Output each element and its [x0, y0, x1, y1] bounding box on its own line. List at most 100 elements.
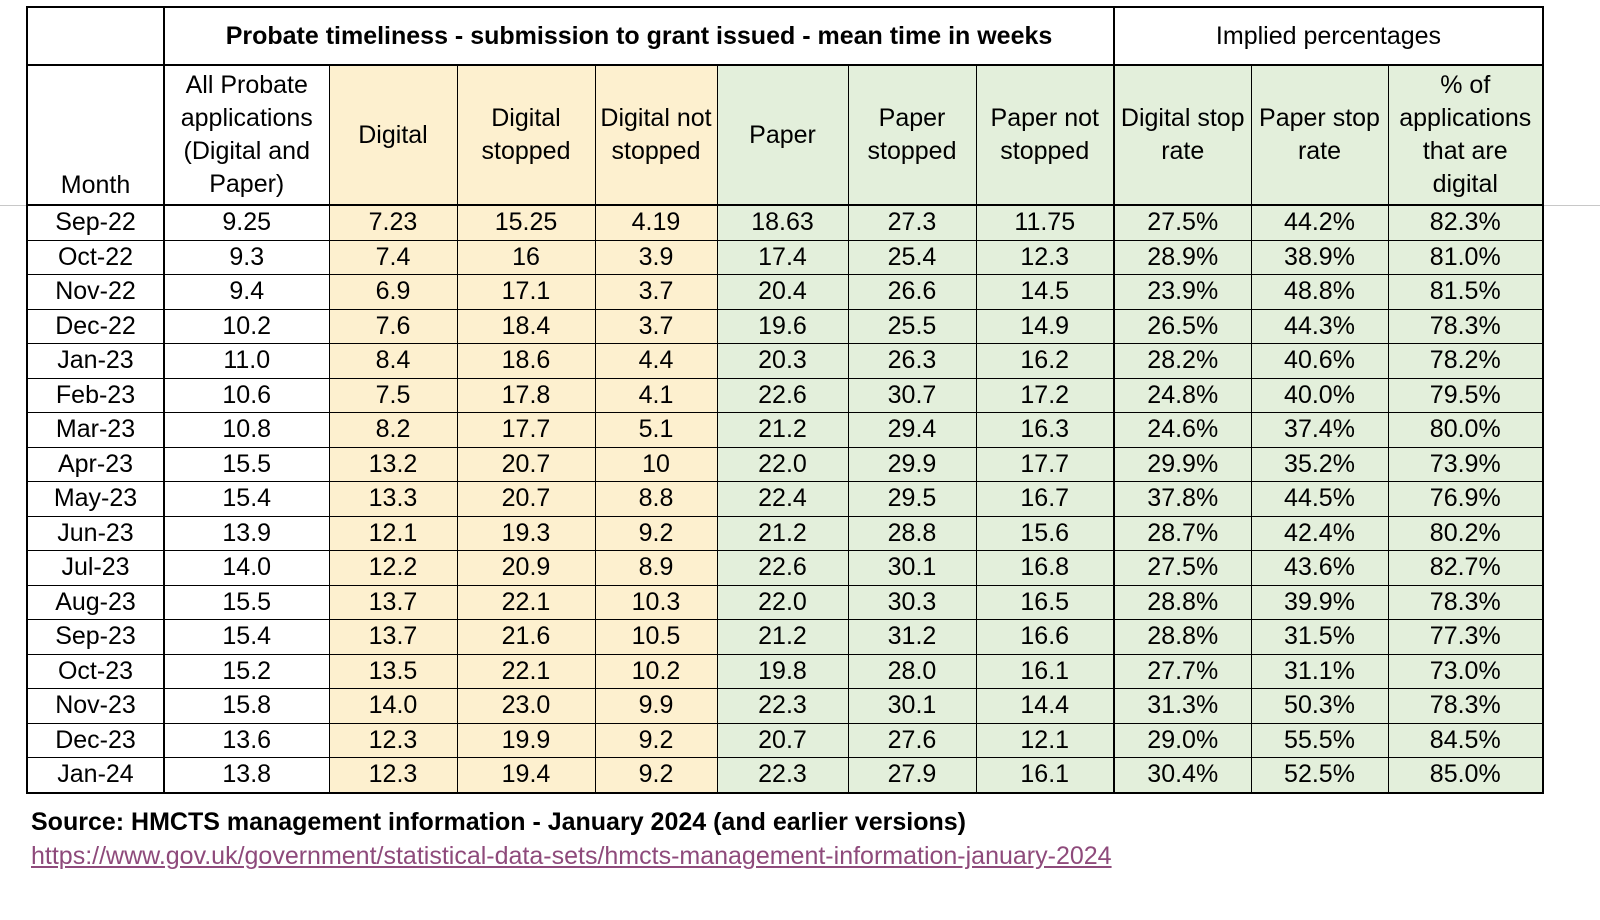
digital-stop-rate-cell: 23.9% [1113, 274, 1252, 310]
all-cell: 9.25 [163, 205, 330, 241]
digital-stopped-cell: 22.1 [456, 654, 596, 689]
digital-not-stopped-cell: 10.2 [594, 654, 718, 689]
pct-digital-cell: 73.0% [1387, 654, 1544, 689]
paper-not-stopped-cell: 16.2 [975, 343, 1115, 379]
header-all-applications: All Probate applications (Digital and Pa… [163, 65, 330, 206]
paper-stopped-cell: 27.9 [847, 757, 977, 794]
paper-not-stopped-cell: 14.9 [975, 309, 1115, 344]
paper-cell: 18.63 [716, 205, 849, 241]
paper-not-stopped-cell: 16.6 [975, 619, 1115, 655]
digital-stopped-cell: 15.25 [456, 205, 596, 241]
paper-stopped-cell: 29.5 [847, 481, 977, 517]
paper-stop-rate-cell: 37.4% [1250, 412, 1389, 448]
paper-cell: 22.0 [716, 585, 849, 620]
digital-not-stopped-cell: 3.7 [594, 309, 718, 344]
pct-digital-cell: 78.2% [1387, 343, 1544, 379]
paper-not-stopped-cell: 16.3 [975, 412, 1115, 448]
paper-not-stopped-cell: 12.3 [975, 240, 1115, 275]
month-cell: Apr-23 [26, 447, 165, 482]
paper-stopped-cell: 28.8 [847, 516, 977, 551]
digital-not-stopped-cell: 9.2 [594, 723, 718, 758]
digital-cell: 12.2 [328, 550, 458, 586]
pct-digital-cell: 80.2% [1387, 516, 1544, 551]
month-cell: Dec-23 [26, 723, 165, 758]
paper-not-stopped-cell: 16.1 [975, 757, 1115, 794]
paper-cell: 22.0 [716, 447, 849, 482]
digital-stop-rate-cell: 28.9% [1113, 240, 1252, 275]
paper-cell: 20.3 [716, 343, 849, 379]
all-cell: 15.2 [163, 654, 330, 689]
paper-not-stopped-cell: 16.1 [975, 654, 1115, 689]
pct-digital-cell: 84.5% [1387, 723, 1544, 758]
digital-not-stopped-cell: 4.4 [594, 343, 718, 379]
digital-not-stopped-cell: 10.3 [594, 585, 718, 620]
paper-stopped-cell: 27.3 [847, 205, 977, 241]
digital-stopped-cell: 20.7 [456, 447, 596, 482]
month-cell: Mar-23 [26, 412, 165, 448]
paper-not-stopped-cell: 15.6 [975, 516, 1115, 551]
table-row: May-23 15.4 13.3 20.7 8.8 22.4 29.5 16.7 37.8% 44… [26, 481, 1544, 517]
digital-stopped-cell: 19.4 [456, 757, 596, 794]
paper-cell: 21.2 [716, 412, 849, 448]
paper-stop-rate-cell: 40.0% [1250, 378, 1389, 413]
paper-cell: 22.3 [716, 757, 849, 794]
paper-stop-rate-cell: 44.2% [1250, 205, 1389, 241]
month-cell: Nov-23 [26, 688, 165, 724]
digital-stopped-cell: 19.3 [456, 516, 596, 551]
month-cell: Oct-23 [26, 654, 165, 689]
digital-not-stopped-cell: 9.9 [594, 688, 718, 724]
digital-cell: 7.6 [328, 309, 458, 344]
digital-not-stopped-cell: 3.9 [594, 240, 718, 275]
table-row: Jul-23 14.0 12.2 20.9 8.9 22.6 30.1 16.8 27.5% 43… [26, 550, 1544, 586]
digital-stopped-cell: 18.4 [456, 309, 596, 344]
header-pct-digital: % of applications that are digital [1387, 65, 1544, 206]
digital-cell: 12.3 [328, 723, 458, 758]
pct-digital-cell: 82.3% [1387, 205, 1544, 241]
digital-stopped-cell: 16 [456, 240, 596, 275]
digital-cell: 7.4 [328, 240, 458, 275]
paper-stop-rate-cell: 50.3% [1250, 688, 1389, 724]
paper-not-stopped-cell: 17.2 [975, 378, 1115, 413]
digital-stop-rate-cell: 27.5% [1113, 550, 1252, 586]
paper-cell: 22.3 [716, 688, 849, 724]
all-cell: 15.5 [163, 447, 330, 482]
all-cell: 9.4 [163, 274, 330, 310]
all-cell: 13.9 [163, 516, 330, 551]
pct-digital-cell: 78.3% [1387, 688, 1544, 724]
paper-not-stopped-cell: 14.5 [975, 274, 1115, 310]
pct-digital-cell: 82.7% [1387, 550, 1544, 586]
group-title: Probate timeliness - submission to grant… [163, 6, 1115, 66]
paper-stop-rate-cell: 42.4% [1250, 516, 1389, 551]
paper-cell: 21.2 [716, 619, 849, 655]
table-row: Jan-23 11.0 8.4 18.6 4.4 20.3 26.3 16.2 28.2% 40.… [26, 343, 1544, 379]
month-cell: Sep-22 [26, 205, 165, 241]
month-cell: Jul-23 [26, 550, 165, 586]
month-cell: Jan-24 [26, 757, 165, 794]
table-row: Dec-22 10.2 7.6 18.4 3.7 19.6 25.5 14.9 26.5% 44.… [26, 309, 1544, 344]
all-cell: 9.3 [163, 240, 330, 275]
paper-stopped-cell: 28.0 [847, 654, 977, 689]
month-cell: Dec-22 [26, 309, 165, 344]
all-cell: 10.6 [163, 378, 330, 413]
paper-stopped-cell: 30.3 [847, 585, 977, 620]
header-month: Month [26, 65, 165, 206]
digital-cell: 7.5 [328, 378, 458, 413]
pct-digital-cell: 78.3% [1387, 309, 1544, 344]
digital-not-stopped-cell: 9.2 [594, 516, 718, 551]
month-cell: Feb-23 [26, 378, 165, 413]
paper-stop-rate-cell: 44.3% [1250, 309, 1389, 344]
paper-stop-rate-cell: 38.9% [1250, 240, 1389, 275]
paper-cell: 21.2 [716, 516, 849, 551]
digital-stopped-cell: 20.9 [456, 550, 596, 586]
all-cell: 11.0 [163, 343, 330, 379]
source-link[interactable]: https://www.gov.uk/government/statistica… [31, 842, 1112, 870]
month-cell: Jun-23 [26, 516, 165, 551]
digital-not-stopped-cell: 4.19 [594, 205, 718, 241]
header-digital-stop-rate: Digital stop rate [1113, 65, 1252, 206]
paper-stopped-cell: 29.9 [847, 447, 977, 482]
table-row: Oct-23 15.2 13.5 22.1 10.2 19.8 28.0 16.1 27.7% 3… [26, 654, 1544, 689]
header-paper-stop-rate: Paper stop rate [1250, 65, 1389, 206]
table-row: Sep-22 9.25 7.23 15.25 4.19 18.63 27.3 11.75 27.… [26, 205, 1544, 241]
paper-stop-rate-cell: 40.6% [1250, 343, 1389, 379]
probate-timeliness-table: Probate timeliness - submission to grant… [26, 6, 1544, 794]
